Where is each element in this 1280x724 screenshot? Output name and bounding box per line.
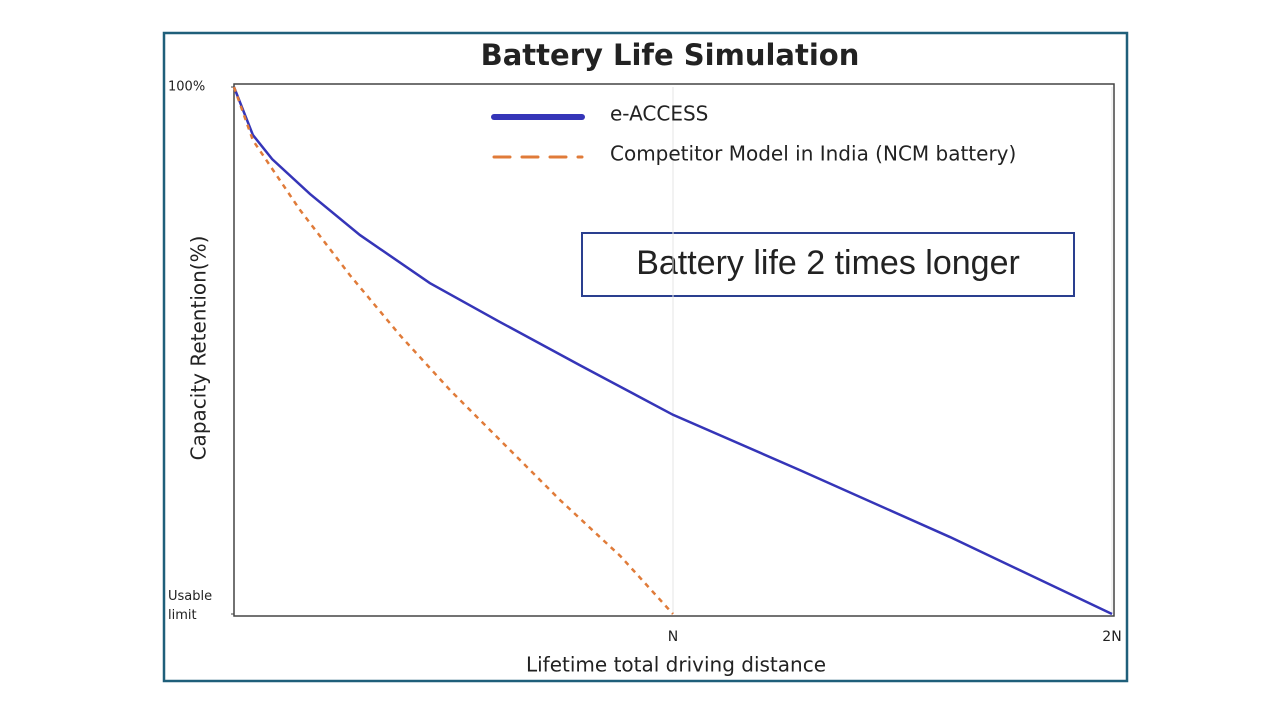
y-axis-label: Capacity Retention(%) bbox=[187, 236, 211, 461]
x-tick-label: N bbox=[668, 629, 678, 645]
chart-title: Battery Life Simulation bbox=[481, 38, 860, 72]
annotation-box bbox=[581, 232, 1075, 297]
chart-frame bbox=[162, 31, 1129, 683]
legend-label: e-ACCESS bbox=[610, 102, 708, 126]
plot-frame bbox=[233, 83, 1115, 617]
x-tick-label: 2N bbox=[1102, 629, 1121, 645]
y-tick-label: Usable limit bbox=[168, 589, 212, 623]
series-line bbox=[232, 86, 674, 615]
y-tick-label: 100% bbox=[168, 80, 205, 95]
legend-label: Competitor Model in India (NCM battery) bbox=[610, 142, 1016, 166]
annotation: Battery life 2 times longer bbox=[636, 244, 1020, 282]
series-line bbox=[232, 86, 1113, 616]
x-axis-label: Lifetime total driving distance bbox=[526, 653, 826, 677]
